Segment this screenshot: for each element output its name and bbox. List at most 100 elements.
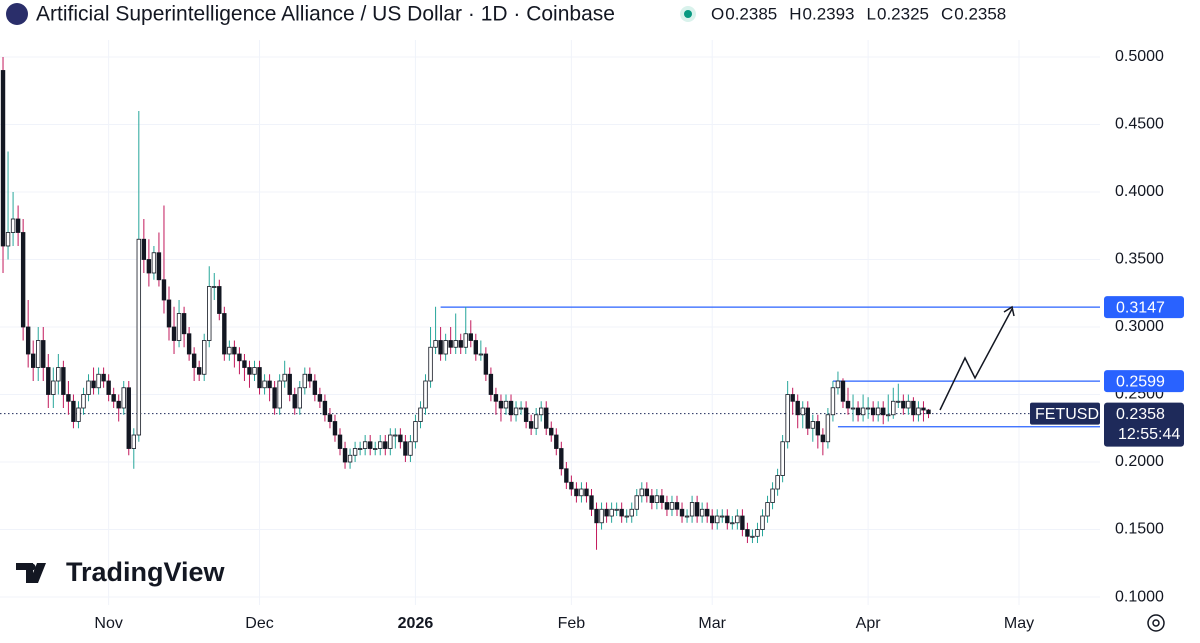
x-tick-label: Apr bbox=[856, 615, 882, 632]
candle-body bbox=[327, 414, 333, 422]
candle-body bbox=[710, 515, 715, 524]
candle-body bbox=[750, 535, 755, 538]
candle-body bbox=[549, 427, 554, 436]
candle-body bbox=[378, 441, 383, 449]
candle-body bbox=[765, 502, 770, 517]
candle-body bbox=[906, 400, 911, 409]
candle-body bbox=[357, 448, 363, 450]
candle-body bbox=[755, 529, 760, 537]
x-tick-label: May bbox=[1004, 615, 1034, 632]
level-label-box bbox=[1104, 296, 1184, 319]
candle-body bbox=[508, 400, 514, 416]
y-tick-label: 0.4500 bbox=[1115, 116, 1164, 133]
candle-body bbox=[111, 394, 116, 402]
level-label: 0.3147 bbox=[1116, 299, 1165, 316]
ohlc-key: H bbox=[789, 4, 801, 23]
candle-body bbox=[302, 373, 308, 389]
candle-body bbox=[242, 360, 247, 368]
candle-body bbox=[196, 367, 202, 375]
candle-body bbox=[277, 380, 282, 409]
candle-body bbox=[408, 441, 413, 456]
candle-body bbox=[639, 488, 644, 497]
price-axis: Nov Dec 2026 Feb Mar Apr May 0.1000 0.1500 0.2000… bbox=[94, 48, 1184, 632]
candle-body bbox=[227, 346, 232, 355]
x-tick-label: Dec bbox=[245, 615, 273, 632]
candle-body bbox=[136, 238, 142, 436]
candle-body bbox=[694, 502, 700, 517]
candle-body bbox=[171, 326, 177, 341]
candle-body bbox=[362, 441, 368, 449]
candle-body bbox=[679, 508, 685, 517]
candle-body bbox=[367, 441, 373, 449]
candle-body bbox=[870, 407, 876, 416]
candle-body bbox=[237, 353, 242, 362]
candle-body bbox=[478, 353, 484, 356]
candle-body bbox=[332, 421, 338, 436]
arrow-head bbox=[1003, 305, 1015, 317]
candle-body bbox=[614, 508, 619, 511]
candle-body bbox=[458, 340, 463, 348]
ohlc-value: 0.2358 bbox=[954, 4, 1006, 23]
symbol-label: FETUSD bbox=[1035, 406, 1099, 423]
candle-body bbox=[498, 400, 504, 409]
brand-logo bbox=[16, 563, 46, 583]
candle-body bbox=[46, 367, 51, 395]
candle-body bbox=[393, 434, 398, 437]
candle-body bbox=[342, 448, 348, 463]
x-tick-label: Feb bbox=[558, 615, 586, 632]
candle-body bbox=[312, 380, 318, 395]
candle-body bbox=[0, 70, 6, 247]
candle-body bbox=[528, 421, 534, 429]
candle-body bbox=[554, 434, 559, 449]
candle-body bbox=[146, 259, 152, 274]
candle-body bbox=[715, 515, 720, 524]
settings-core[interactable] bbox=[1152, 619, 1160, 627]
settings-icon[interactable] bbox=[1147, 614, 1165, 632]
candle-body bbox=[453, 340, 458, 348]
ohlc-key: C bbox=[941, 4, 953, 23]
candle-body bbox=[896, 400, 901, 403]
candle-body bbox=[584, 488, 589, 497]
candle-body bbox=[438, 340, 443, 355]
symbol-box bbox=[1030, 402, 1100, 425]
candle-body bbox=[886, 414, 891, 417]
candle-body bbox=[921, 407, 926, 411]
candle-body bbox=[800, 407, 805, 416]
candle-body bbox=[533, 414, 539, 429]
candle-body bbox=[805, 407, 810, 429]
candle-body bbox=[373, 448, 378, 450]
candle-body bbox=[56, 367, 61, 382]
candle-body bbox=[901, 400, 906, 409]
candle-body bbox=[81, 394, 86, 409]
candle-body bbox=[830, 387, 836, 416]
settings-ring[interactable] bbox=[1147, 614, 1165, 632]
candle-body bbox=[775, 475, 780, 490]
candle-body bbox=[674, 502, 680, 510]
candle-body bbox=[624, 515, 629, 518]
candle-body bbox=[629, 508, 634, 517]
candle-body bbox=[101, 373, 106, 382]
candle-body bbox=[569, 481, 574, 490]
candle-body bbox=[564, 468, 569, 483]
candle-body bbox=[795, 400, 800, 416]
ohlc-value: 0.2385 bbox=[725, 4, 777, 23]
candle-body bbox=[559, 448, 564, 470]
candle-body bbox=[604, 508, 609, 517]
grid bbox=[0, 40, 1100, 605]
candle-body bbox=[287, 373, 292, 395]
candle-body bbox=[810, 421, 816, 429]
candle-body bbox=[5, 232, 11, 247]
candle-body bbox=[207, 286, 212, 341]
candle-body bbox=[403, 441, 408, 456]
y-tick-label: 0.1000 bbox=[1115, 588, 1164, 605]
candle-body bbox=[523, 407, 529, 422]
candle-body bbox=[473, 340, 479, 355]
candle-body bbox=[725, 515, 730, 524]
candle-body bbox=[106, 380, 111, 395]
candle-body bbox=[443, 340, 448, 355]
candle-body bbox=[483, 353, 489, 375]
y-tick-label: 0.5000 bbox=[1115, 48, 1164, 65]
candle-body bbox=[659, 495, 665, 503]
candle-body bbox=[689, 502, 695, 517]
